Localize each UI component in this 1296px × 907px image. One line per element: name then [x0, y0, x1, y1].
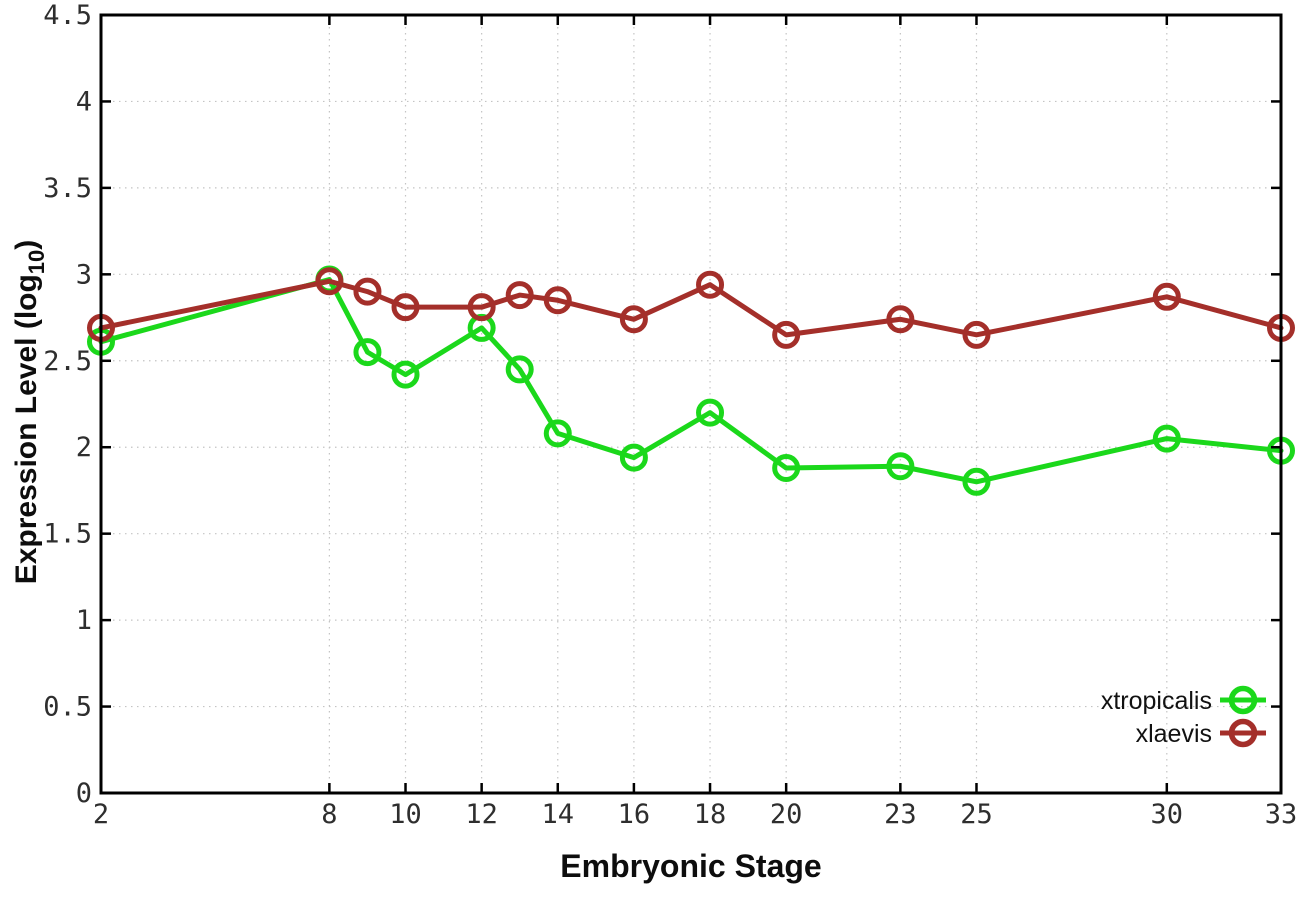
tick-layer [99, 13, 1283, 795]
data-point-xlaevis [391, 293, 420, 322]
legend-marker-xtropicalis [1228, 685, 1258, 715]
series-line-xlaevis [98, 278, 1284, 338]
data-point-xlaevis [543, 286, 572, 315]
y-axis-title-subscript: 10 [24, 250, 49, 274]
grid-layer [101, 15, 1281, 793]
y-axis-title: Expression Level (log10) [10, 240, 49, 585]
x-tick-label: 30 [1151, 799, 1184, 830]
data-point-xtropicalis [696, 398, 725, 427]
y-tick-label: 0 [76, 778, 92, 809]
data-point-xtropicalis [543, 419, 572, 448]
x-tick-label: 25 [960, 799, 993, 830]
plot-border [99, 13, 1283, 795]
y-tick-label: 4.5 [43, 0, 92, 31]
legend-label-xtropicalis: xtropicalis [1101, 687, 1212, 715]
x-tick-label: 16 [618, 799, 651, 830]
legend-label-xlaevis: xlaevis [1136, 720, 1212, 748]
data-point-xlaevis [962, 320, 991, 349]
x-tick-label: 20 [770, 799, 803, 830]
series-layer [87, 265, 1295, 496]
y-tick-label: 4 [76, 86, 92, 117]
data-point-xlaevis [1152, 282, 1181, 311]
legend: xtropicalis xlaevis [1101, 685, 1266, 748]
data-point-xtropicalis [1152, 424, 1181, 453]
data-point-xlaevis [772, 320, 801, 349]
data-point-xtropicalis [353, 338, 382, 367]
x-tick-label: 18 [694, 799, 727, 830]
y-tick-label: 1 [76, 605, 92, 636]
y-tick-label: 2.5 [43, 346, 92, 377]
data-point-xlaevis [886, 305, 915, 334]
x-tick-label: 8 [321, 799, 337, 830]
data-point-xtropicalis [962, 467, 991, 496]
data-point-xlaevis [619, 305, 648, 334]
y-tick-label: 3 [76, 259, 92, 290]
x-tick-label: 12 [465, 799, 498, 830]
data-point-xtropicalis [391, 360, 420, 389]
data-point-xlaevis [505, 281, 534, 310]
data-point-xlaevis [467, 293, 496, 322]
data-point-xtropicalis [505, 355, 534, 384]
x-tick-label: 14 [542, 799, 575, 830]
data-point-xlaevis [353, 277, 382, 306]
data-point-xtropicalis [619, 443, 648, 472]
y-tick-label: 2 [76, 432, 92, 463]
tick-label-layer: 2 8 10 12 14 16 18 20 23 25 30 33 0 0.5 1 1.5 2 2.5 3 3.5 4 4… [43, 0, 1296, 830]
legend-marker-xlaevis [1228, 718, 1258, 748]
y-tick-label: 0.5 [43, 692, 92, 723]
data-point-xlaevis [696, 270, 725, 299]
legend-marker-slots [1220, 685, 1266, 748]
data-point-xtropicalis [772, 453, 801, 482]
y-tick-label: 3.5 [43, 173, 92, 204]
y-axis-title-close: ) [10, 240, 43, 250]
data-point-xlaevis [315, 267, 344, 296]
y-tick-label: 1.5 [43, 519, 92, 550]
data-point-xtropicalis [886, 452, 915, 481]
x-axis-title: Embryonic Stage [560, 848, 821, 884]
y-axis-title-main: Expression Level (log [10, 274, 43, 584]
x-tick-label: 23 [884, 799, 917, 830]
x-tick-label: 10 [389, 799, 422, 830]
x-tick-label: 33 [1265, 799, 1296, 830]
x-tick-label: 2 [93, 799, 109, 830]
